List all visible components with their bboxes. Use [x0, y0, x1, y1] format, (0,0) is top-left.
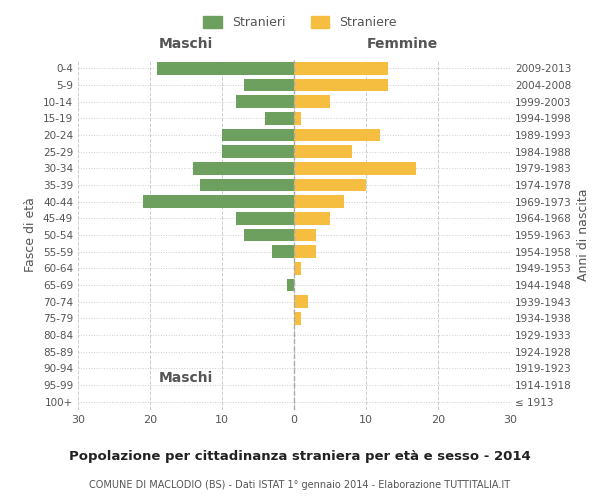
Bar [294, 262, 301, 274]
Bar [143, 196, 294, 208]
Bar [294, 146, 352, 158]
Bar [294, 162, 416, 174]
Bar [294, 312, 301, 324]
Bar [294, 96, 330, 108]
Bar [222, 129, 294, 141]
Bar [294, 62, 388, 74]
Bar [294, 179, 366, 192]
Bar [294, 212, 330, 224]
Bar [236, 212, 294, 224]
Bar [157, 62, 294, 74]
Text: Femmine: Femmine [367, 38, 437, 52]
Text: Popolazione per cittadinanza straniera per età e sesso - 2014: Popolazione per cittadinanza straniera p… [69, 450, 531, 463]
Bar [294, 129, 380, 141]
Bar [294, 229, 316, 241]
Bar [244, 229, 294, 241]
Text: Maschi: Maschi [159, 38, 213, 52]
Bar [294, 79, 388, 92]
Bar [294, 196, 344, 208]
Bar [272, 246, 294, 258]
Bar [294, 112, 301, 124]
Text: Maschi: Maschi [159, 370, 213, 384]
Text: COMUNE DI MACLODIO (BS) - Dati ISTAT 1° gennaio 2014 - Elaborazione TUTTITALIA.I: COMUNE DI MACLODIO (BS) - Dati ISTAT 1° … [89, 480, 511, 490]
Bar [287, 279, 294, 291]
Bar [265, 112, 294, 124]
Y-axis label: Anni di nascita: Anni di nascita [577, 188, 590, 281]
Bar [236, 96, 294, 108]
Bar [200, 179, 294, 192]
Bar [294, 296, 308, 308]
Bar [222, 146, 294, 158]
Y-axis label: Fasce di età: Fasce di età [25, 198, 37, 272]
Bar [244, 79, 294, 92]
Legend: Stranieri, Straniere: Stranieri, Straniere [198, 11, 402, 34]
Bar [294, 246, 316, 258]
Bar [193, 162, 294, 174]
